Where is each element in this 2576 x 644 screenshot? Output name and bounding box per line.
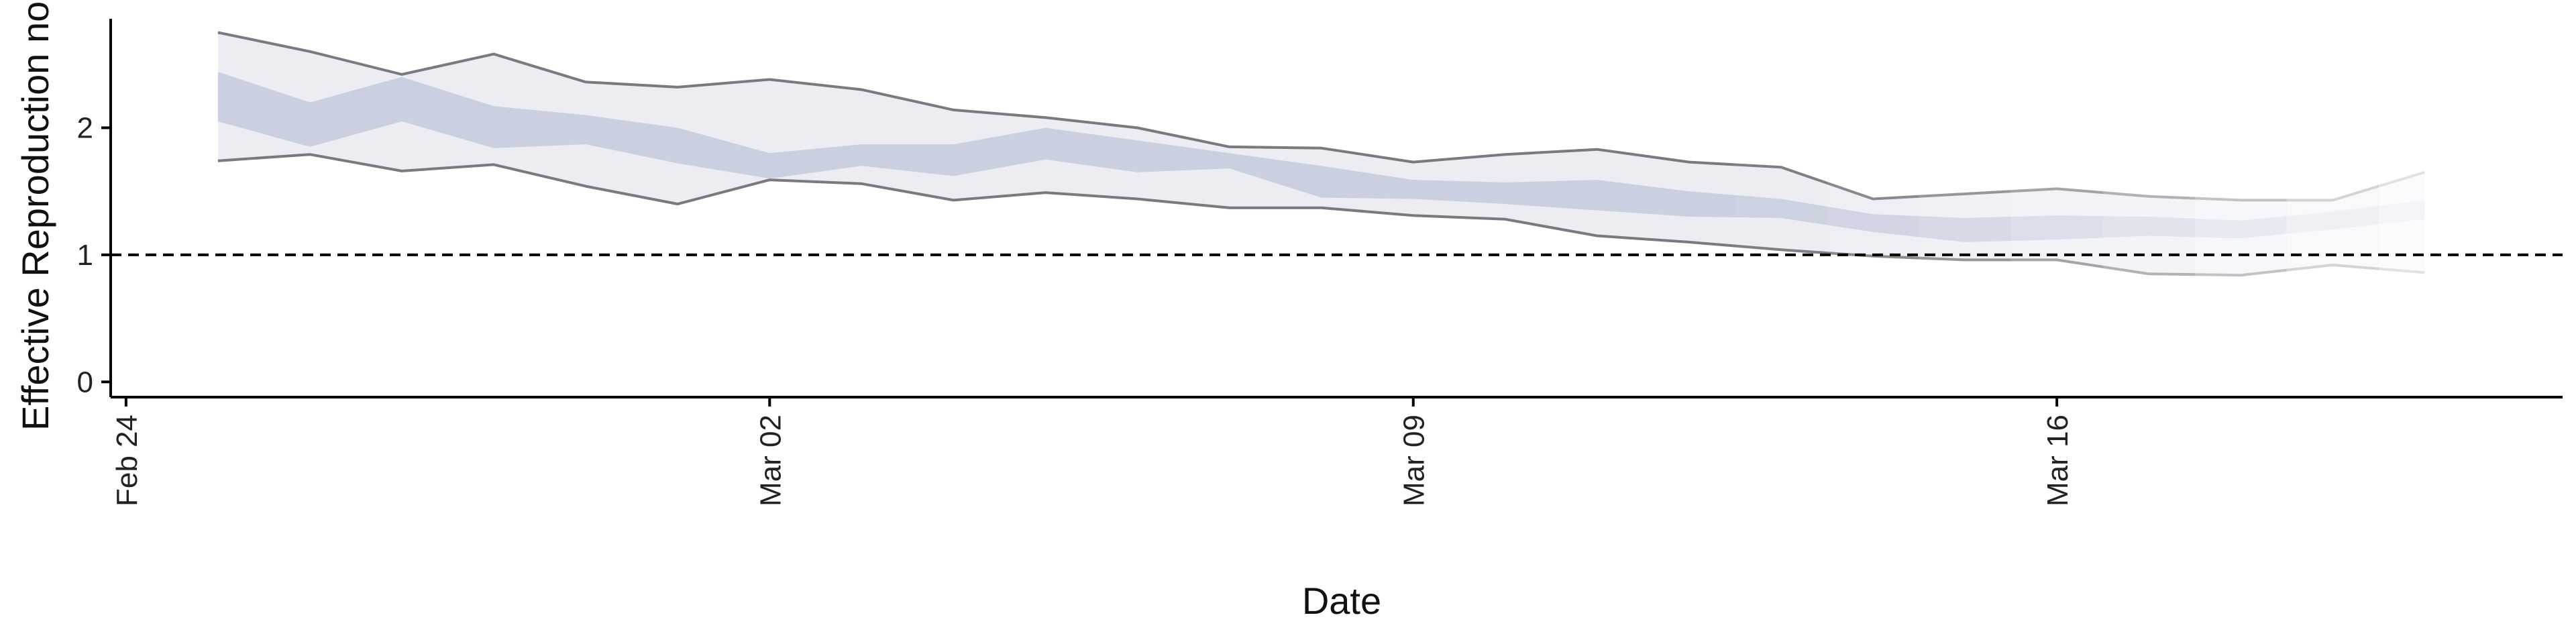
outer-lower-line: [217, 153, 2425, 277]
outer-upper-line: [217, 31, 2425, 202]
axes: [109, 19, 2563, 398]
y-tick-label: 1: [77, 239, 93, 272]
x-tick-label: Feb 24: [111, 415, 144, 506]
forecast-fade-segment: [2378, 13, 2429, 394]
y-axis-ticks: 0 1 2: [77, 111, 111, 398]
y-tick-label: 0: [77, 366, 93, 398]
forecast-fade-segment: [2286, 13, 2379, 394]
forecast-fade-segment: [2010, 13, 2103, 394]
forecast-fade-overlay: [1735, 13, 2429, 394]
x-axis-ticks: Feb 24 Mar 02 Mar 09 Mar 16: [111, 397, 2074, 506]
forecast-fade-segment: [1919, 13, 2011, 394]
forecast-fade-segment: [1827, 13, 1919, 394]
forecast-fade-segment: [2102, 13, 2195, 394]
y-tick-label: 2: [77, 111, 93, 144]
forecast-fade-segment: [1735, 13, 1827, 394]
x-tick-label: Mar 09: [1398, 415, 1431, 506]
y-axis-title: Effective Reproduction no.: [14, 0, 56, 431]
x-tick-label: Mar 16: [2041, 415, 2074, 506]
x-tick-label: Mar 02: [754, 415, 787, 506]
band-edge-lines: [217, 31, 2425, 277]
forecast-fade-segment: [2194, 13, 2287, 394]
x-axis-title: Date: [1302, 580, 1381, 622]
